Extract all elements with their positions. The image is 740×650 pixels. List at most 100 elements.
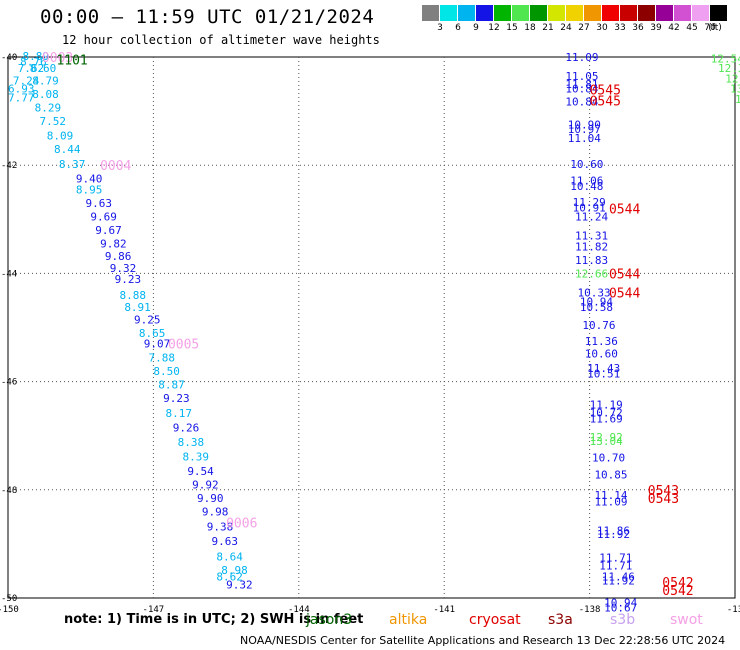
data-label-0-0: 11.09 — [565, 51, 598, 64]
data-label-2-5: 9.86 — [105, 250, 132, 263]
data-label-3-15: 8.88 — [119, 289, 145, 302]
time-label-0: 0003 — [42, 51, 73, 66]
data-label-2-13: 9.92 — [192, 478, 219, 491]
data-label-2-15: 9.98 — [202, 505, 229, 518]
data-label-0-27: 11.69 — [590, 412, 623, 425]
data-label-1-0: 12.66 — [575, 267, 608, 280]
data-label-4-3: 13.29 — [730, 82, 740, 95]
data-label-3-3: 8.60 — [30, 62, 56, 75]
data-label-1-2: 13.04 — [590, 435, 623, 448]
data-label-3-7: 7.77 — [8, 92, 35, 105]
data-label-0-25: 11.19 — [590, 398, 623, 411]
data-label-0-15: 11.82 — [575, 240, 608, 253]
data-label-0-2: 11.81 — [565, 78, 598, 91]
data-label-2-3: 9.67 — [95, 224, 122, 237]
data-label-0-28: 10.70 — [592, 451, 625, 464]
data-label-4-2: 12.28 — [725, 73, 740, 86]
data-label-0-10: 10.48 — [570, 180, 603, 193]
x-tick-label-3: -141 — [433, 605, 455, 615]
time-label-1: 0004 — [100, 159, 131, 174]
scale-swatch-9 — [584, 5, 601, 21]
data-label-0-17: 10.33 — [577, 286, 610, 299]
time-label-10: 0543 — [648, 492, 679, 507]
data-label-0-37: 11.92 — [602, 575, 635, 588]
data-label-0-13: 11.24 — [575, 211, 608, 224]
data-label-3-21: 8.17 — [166, 407, 193, 420]
data-label-0-12: 10.91 — [573, 201, 606, 214]
scale-swatch-8 — [566, 5, 583, 21]
data-label-3-13: 8.37 — [59, 158, 86, 171]
scale-label-4: 15 — [506, 23, 518, 33]
data-label-3-16: 8.91 — [124, 301, 151, 314]
x-tick-label-4: -138 — [579, 605, 601, 615]
scale-label-6: 21 — [542, 23, 554, 33]
data-label-3-17: 8.65 — [139, 327, 166, 340]
chart-subtitle: 12 hour collection of altimeter wave hei… — [62, 33, 380, 47]
data-label-3-9: 8.29 — [35, 101, 62, 114]
y-tick-label-5: -50 — [1, 594, 17, 604]
legend-item-s3b: s3b — [610, 612, 636, 628]
data-label-0-33: 11.92 — [597, 528, 630, 541]
time-label-5: 0545 — [590, 94, 621, 109]
scale-swatch-4 — [494, 5, 511, 21]
data-label-2-16: 9.38 — [207, 521, 234, 534]
data-label-2-0: 9.40 — [76, 173, 103, 186]
scale-label-2: 9 — [473, 23, 479, 33]
legend-item-s3a: s3a — [548, 612, 573, 628]
data-label-3-2: 7.62 — [18, 62, 45, 75]
data-label-0-26: 10.72 — [590, 406, 623, 419]
data-label-0-38: 10.94 — [604, 596, 637, 609]
x-tick-label-2: -144 — [288, 605, 310, 615]
data-label-4-1: 12.34 — [718, 62, 740, 75]
time-label-12: 0542 — [662, 584, 693, 599]
data-label-3-4: 7.24 — [13, 74, 40, 87]
data-label-3-5: 8.79 — [32, 74, 59, 87]
scale-label-9: 30 — [596, 23, 608, 33]
data-label-0-7: 11.04 — [568, 132, 601, 145]
data-label-0-6: 10.97 — [568, 123, 601, 136]
data-label-3-25: 8.98 — [221, 564, 248, 577]
time-label-9: 0543 — [648, 484, 679, 499]
scale-swatch-10 — [602, 5, 619, 21]
data-label-2-17: 9.63 — [212, 535, 239, 548]
data-label-0-3: 10.84 — [565, 82, 598, 95]
scale-swatch-2 — [458, 5, 475, 21]
scale-swatch-16 — [710, 5, 727, 21]
scale-swatch-0 — [422, 5, 439, 21]
time-label-3: 0006 — [226, 516, 257, 531]
data-label-2-18: 9.32 — [226, 578, 253, 591]
scale-label-3: 12 — [488, 23, 500, 33]
data-label-0-18: 10.94 — [580, 296, 613, 309]
scale-label-0: 3 — [437, 23, 443, 33]
scale-swatch-6 — [530, 5, 547, 21]
data-label-2-4: 9.82 — [100, 238, 127, 251]
scale-label-14: 45 — [686, 23, 698, 33]
data-label-0-8: 10.60 — [570, 158, 603, 171]
data-label-0-21: 11.36 — [585, 335, 618, 348]
data-label-0-24: 10.51 — [587, 367, 620, 380]
data-label-0-29: 10.85 — [594, 469, 627, 482]
scale-label-5: 18 — [524, 23, 536, 33]
scale-swatch-7 — [548, 5, 565, 21]
data-label-2-10: 9.23 — [163, 392, 190, 405]
scale-unit: (ft) — [708, 23, 722, 33]
data-label-0-30: 11.14 — [594, 489, 627, 502]
scale-label-10: 33 — [614, 23, 626, 33]
y-tick-label-2: -44 — [1, 269, 17, 279]
data-label-0-34: 11.71 — [599, 551, 632, 564]
time-label-2: 0005 — [168, 338, 199, 353]
data-label-0-9: 11.06 — [570, 174, 603, 187]
data-label-0-36: 11.46 — [602, 570, 635, 583]
data-label-2-9: 9.07 — [144, 338, 171, 351]
data-label-2-11: 9.26 — [173, 422, 200, 435]
scale-swatch-5 — [512, 5, 529, 21]
scale-swatch-1 — [440, 5, 457, 21]
data-label-3-22: 8.38 — [178, 436, 205, 449]
scale-swatch-11 — [620, 5, 637, 21]
data-label-2-8: 9.25 — [134, 313, 161, 326]
time-label-6: 0544 — [609, 202, 640, 217]
scale-label-1: 6 — [455, 23, 461, 33]
data-label-4-0: 12.54 — [711, 53, 740, 66]
legend-item-cryosat: cryosat — [469, 612, 521, 628]
y-tick-label-3: -46 — [1, 378, 17, 388]
